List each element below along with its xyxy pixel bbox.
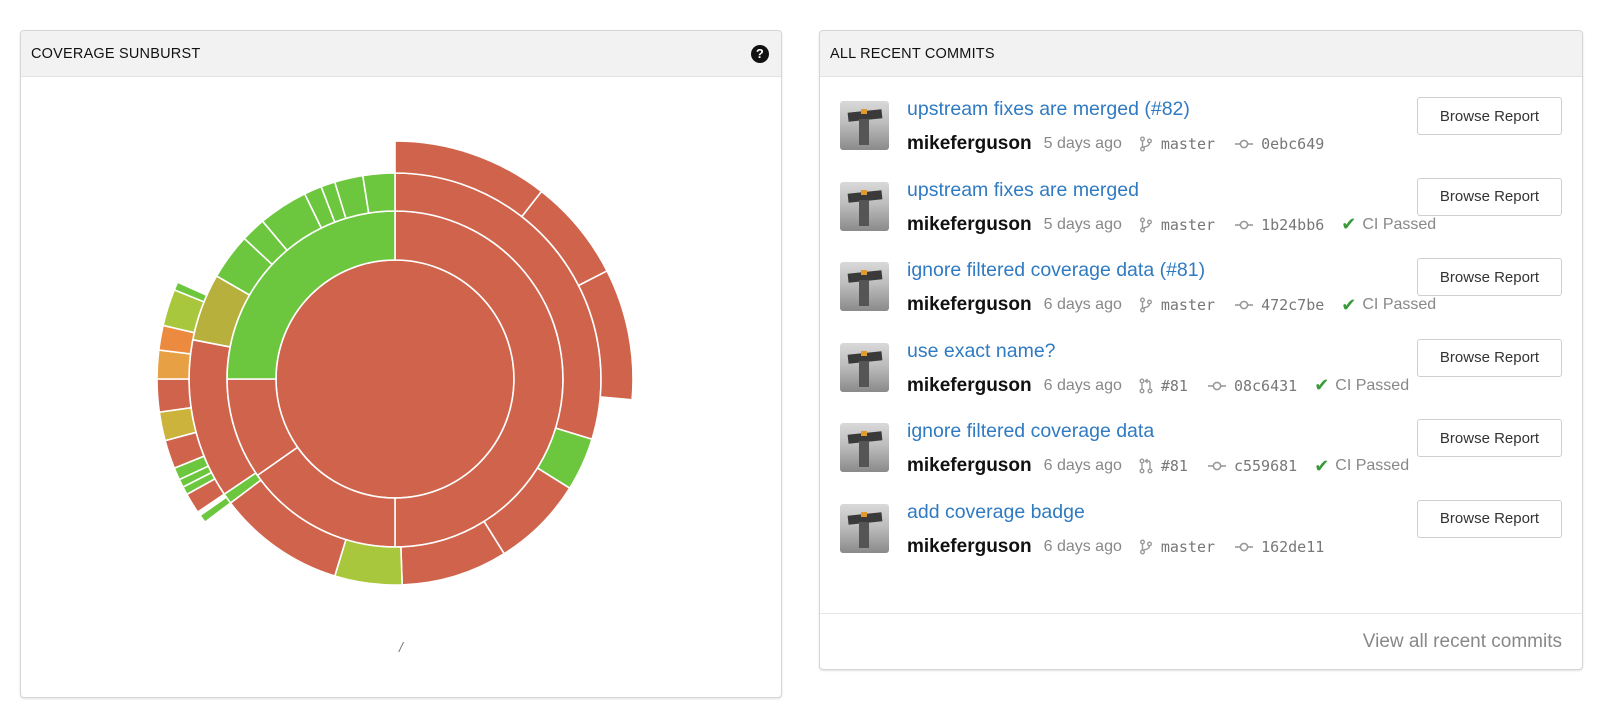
check-icon: ✔ xyxy=(1314,455,1330,476)
check-icon: ✔ xyxy=(1314,375,1330,395)
commit-icon xyxy=(1235,220,1254,229)
browse-report-button[interactable]: Browse Report xyxy=(1417,177,1562,216)
ci-status: CI Passed xyxy=(1362,296,1437,313)
commit-time: 6 days ago xyxy=(1043,296,1122,313)
avatar[interactable] xyxy=(840,101,889,150)
sunburst-segment[interactable] xyxy=(577,269,634,401)
commit-author[interactable]: mikeferguson xyxy=(907,213,1032,235)
commit-author[interactable]: mikeferguson xyxy=(907,133,1032,154)
commit-icon xyxy=(1207,381,1226,390)
recent-commits-panel: ALL RECENT COMMITS upstream fixes are me… xyxy=(819,30,1583,670)
commit-title-link[interactable]: ignore filtered coverage data xyxy=(907,420,1155,442)
browse-report-button[interactable]: Browse Report xyxy=(1417,258,1562,296)
commit-icon xyxy=(1235,542,1254,551)
commit-ref[interactable]: #81 xyxy=(1160,376,1188,395)
commit-author[interactable]: mikeferguson xyxy=(907,294,1032,315)
commit-title-link[interactable]: add coverage badge xyxy=(907,500,1085,523)
ci-status: CI Passed xyxy=(1362,215,1437,233)
commit-time: 6 days ago xyxy=(1043,457,1122,474)
sunburst-segment[interactable] xyxy=(275,259,515,499)
commit-row: upstream fixes are merged (#82) mikeferg… xyxy=(840,97,1562,167)
panel-header: COVERAGE SUNBURST ? xyxy=(21,31,781,77)
check-icon: ✔ xyxy=(1341,294,1357,315)
commit-title-link[interactable]: use exact name? xyxy=(907,339,1056,362)
commit-title-link[interactable]: upstream fixes are merged xyxy=(907,178,1139,201)
sunburst-segment[interactable] xyxy=(333,538,404,586)
sunburst-segment[interactable] xyxy=(361,172,396,214)
commit-row: upstream fixes are merged mikeferguson 5… xyxy=(840,177,1562,248)
panel-header: ALL RECENT COMMITS xyxy=(820,31,1582,77)
sunburst-segment[interactable] xyxy=(173,281,208,303)
question-circle-icon[interactable]: ? xyxy=(751,45,769,63)
branch-icon xyxy=(1139,297,1152,313)
commit-ref[interactable]: master xyxy=(1160,135,1216,153)
view-all-commits-link[interactable]: View all recent commits xyxy=(1362,631,1562,652)
commit-meta: mikeferguson 6 days ago master 472c7be ✔… xyxy=(907,294,1436,316)
commit-icon xyxy=(1207,461,1226,471)
avatar[interactable] xyxy=(840,503,889,553)
commit-sha[interactable]: 08c6431 xyxy=(1233,376,1298,395)
browse-report-button[interactable]: Browse Report xyxy=(1417,499,1562,538)
commit-row: add coverage badge mikeferguson 6 days a… xyxy=(840,499,1562,570)
commit-row: ignore filtered coverage data mikefergus… xyxy=(840,419,1562,489)
browse-report-button[interactable]: Browse Report xyxy=(1417,419,1562,457)
sunburst-segment[interactable] xyxy=(156,349,192,380)
commit-meta: mikeferguson 5 days ago master 0ebc649 xyxy=(907,133,1324,155)
avatar[interactable] xyxy=(840,423,889,472)
commit-sha[interactable]: 162de11 xyxy=(1261,537,1325,556)
pull-request-icon xyxy=(1139,378,1153,393)
branch-icon xyxy=(1139,217,1152,232)
branch-icon xyxy=(1139,539,1152,554)
commit-author[interactable]: mikeferguson xyxy=(907,374,1032,396)
ci-status: CI Passed xyxy=(1335,457,1410,474)
check-icon: ✔ xyxy=(1341,214,1357,234)
sunburst-chart xyxy=(156,140,634,586)
coverage-sunburst-panel: COVERAGE SUNBURST ? / xyxy=(20,30,782,698)
commit-sha[interactable]: 1b24bb6 xyxy=(1261,215,1325,234)
commit-row: use exact name? mikeferguson 6 days ago … xyxy=(840,338,1562,409)
commit-sha[interactable]: 0ebc649 xyxy=(1261,135,1325,153)
sunburst-segment[interactable] xyxy=(198,496,232,524)
commit-time: 5 days ago xyxy=(1043,215,1122,233)
commit-meta: mikeferguson 6 days ago #81 c559681 ✔ CI… xyxy=(907,455,1409,477)
divider xyxy=(820,613,1582,614)
panel-title: ALL RECENT COMMITS xyxy=(830,45,995,62)
commit-time: 6 days ago xyxy=(1043,376,1122,394)
commit-row: ignore filtered coverage data (#81) mike… xyxy=(840,258,1562,328)
commit-meta: mikeferguson 5 days ago master 1b24bb6 ✔… xyxy=(907,214,1436,236)
commit-ref[interactable]: master xyxy=(1160,296,1216,314)
commit-author[interactable]: mikeferguson xyxy=(907,535,1032,557)
commit-meta: mikeferguson 6 days ago #81 08c6431 ✔ CI… xyxy=(907,375,1409,397)
branch-icon xyxy=(1139,136,1152,152)
commit-time: 6 days ago xyxy=(1043,537,1122,555)
commit-ref[interactable]: master xyxy=(1160,537,1216,556)
commit-icon xyxy=(1235,139,1254,149)
commit-sha[interactable]: c559681 xyxy=(1233,457,1298,475)
commit-ref[interactable]: #81 xyxy=(1160,457,1188,475)
commit-title-link[interactable]: ignore filtered coverage data (#81) xyxy=(907,259,1206,281)
sunburst-segment[interactable] xyxy=(156,378,192,414)
sunburst-path-label: / xyxy=(399,639,403,655)
commit-title-link[interactable]: upstream fixes are merged (#82) xyxy=(907,98,1190,120)
avatar[interactable] xyxy=(840,262,889,311)
commit-author[interactable]: mikeferguson xyxy=(907,455,1032,476)
commit-time: 5 days ago xyxy=(1043,135,1122,152)
browse-report-button[interactable]: Browse Report xyxy=(1417,338,1562,377)
commit-meta: mikeferguson 6 days ago master 162de11 xyxy=(907,536,1324,558)
pull-request-icon xyxy=(1139,458,1153,474)
commit-ref[interactable]: master xyxy=(1160,215,1216,234)
avatar[interactable] xyxy=(840,342,889,392)
panel-title: COVERAGE SUNBURST xyxy=(31,45,201,62)
avatar[interactable] xyxy=(840,181,889,231)
browse-report-button[interactable]: Browse Report xyxy=(1417,97,1562,135)
commit-sha[interactable]: 472c7be xyxy=(1261,296,1325,314)
commit-icon xyxy=(1235,300,1254,310)
ci-status: CI Passed xyxy=(1335,376,1410,394)
